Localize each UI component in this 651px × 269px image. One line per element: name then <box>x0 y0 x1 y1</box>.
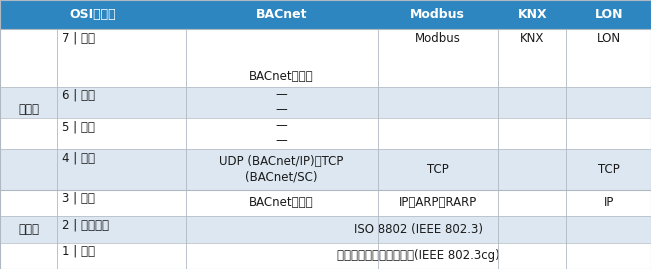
Text: BACnet应用层: BACnet应用层 <box>249 70 314 83</box>
Text: Modbus: Modbus <box>415 32 461 45</box>
Bar <box>0 243 651 269</box>
Text: KNX: KNX <box>518 8 547 21</box>
Text: LON: LON <box>596 32 621 45</box>
Text: —
—: — — <box>275 88 288 116</box>
Bar <box>0 118 651 149</box>
Text: KNX: KNX <box>520 32 544 45</box>
Bar <box>0 216 651 243</box>
Text: TCP: TCP <box>598 163 620 176</box>
Text: IP、ARP、RARP: IP、ARP、RARP <box>398 196 477 209</box>
Text: 7 | 应用: 7 | 应用 <box>62 31 96 44</box>
Text: OSI模型层: OSI模型层 <box>70 8 116 21</box>
Text: 2 | 数据链路: 2 | 数据链路 <box>62 218 109 231</box>
Bar <box>0 190 651 216</box>
Text: 3 | 网络: 3 | 网络 <box>62 192 95 205</box>
Text: BACnet网络层: BACnet网络层 <box>249 196 314 209</box>
Text: 介质层: 介质层 <box>18 223 39 236</box>
Bar <box>0 29 651 87</box>
Text: —
—: — — <box>275 119 288 147</box>
Text: IP: IP <box>603 196 614 209</box>
Text: 4 | 传输: 4 | 传输 <box>62 151 96 164</box>
Bar <box>0 87 651 118</box>
Text: TCP: TCP <box>427 163 449 176</box>
Text: 6 | 展示: 6 | 展示 <box>62 89 96 102</box>
Text: LON: LON <box>594 8 623 21</box>
Text: ISO 8802 (IEEE 802.3): ISO 8802 (IEEE 802.3) <box>353 223 483 236</box>
Text: BACnet: BACnet <box>256 8 307 21</box>
Bar <box>0 0 651 29</box>
Text: 1 | 物理: 1 | 物理 <box>62 245 96 258</box>
Text: 屏蔽或非屏蔽单条双给线(IEEE 802.3cg): 屏蔽或非屏蔽单条双给线(IEEE 802.3cg) <box>337 249 500 262</box>
Text: Modbus: Modbus <box>410 8 465 21</box>
Text: 5 | 会话: 5 | 会话 <box>62 120 95 133</box>
Text: UDP (BACnet/IP)、TCP
(BACnet/SC): UDP (BACnet/IP)、TCP (BACnet/SC) <box>219 155 344 183</box>
Bar <box>0 149 651 190</box>
Text: 主机层: 主机层 <box>18 103 39 116</box>
